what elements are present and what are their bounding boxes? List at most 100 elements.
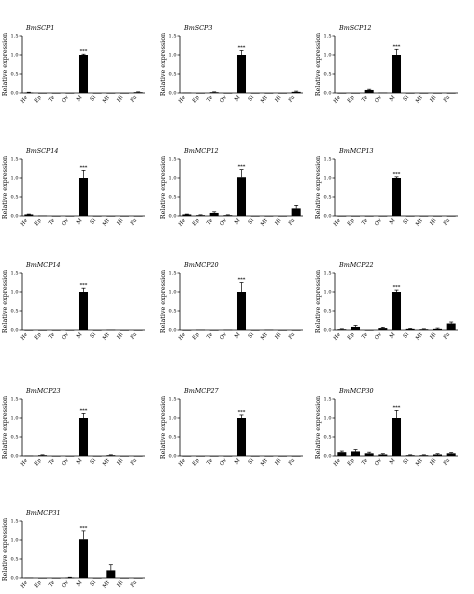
y-tick-label: 0.0 [324, 91, 332, 97]
bar-He [182, 456, 192, 457]
bar-Mt [106, 216, 116, 217]
x-tick-label: M [388, 94, 397, 103]
bar-M [236, 292, 247, 330]
bar-Fa [133, 92, 143, 93]
chart-panel: BmMCP14 Relative expression 0.0 0.5 1.0 1.5 He… [1, 261, 145, 342]
bar-Fa [291, 330, 301, 331]
significance-label: *** [80, 49, 88, 55]
x-tick-label: Si [402, 331, 410, 339]
bar-M [391, 55, 402, 93]
significance-label: *** [80, 525, 88, 531]
y-tick-label: 1.0 [11, 538, 19, 544]
chart-title: BmMCP20 [183, 261, 219, 269]
bar-Ov [65, 577, 75, 579]
bar-Si [405, 93, 415, 94]
y-tick-label: 1.5 [169, 34, 177, 40]
x-tick-label: Te [48, 580, 56, 588]
significance-label: *** [393, 44, 401, 50]
x-tick-label: Si [402, 94, 410, 102]
y-axis-label: Relative expression [314, 270, 322, 333]
x-tick-label: Ep [346, 217, 356, 228]
significance-label: *** [238, 277, 246, 283]
bar-Mt [264, 216, 274, 217]
bar-Mt [419, 455, 429, 456]
bar-Fa [291, 91, 301, 93]
y-axis-label: Relative expression [1, 33, 9, 96]
bar-Ov [378, 92, 388, 94]
bar-Ep [37, 93, 48, 94]
bar-Hi [277, 93, 288, 94]
x-tick-label: Te [48, 218, 56, 226]
significance-label: *** [393, 285, 401, 291]
x-tick-label: Ov [374, 332, 383, 341]
x-tick-label: He [332, 458, 342, 468]
x-tick-label: Hi [116, 331, 125, 341]
x-tick-label: Mt [259, 217, 269, 228]
x-tick-label: Te [206, 218, 214, 226]
bar-He [182, 92, 192, 94]
y-axis-label: Relative expression [314, 156, 322, 219]
bar-Mt [419, 93, 429, 94]
x-tick-label: Mt [414, 217, 424, 228]
x-tick-label: Fa [287, 332, 296, 341]
y-tick-label: 1.0 [169, 53, 177, 59]
y-tick-label: 0.5 [324, 72, 332, 78]
y-axis-label: Relative expression [159, 156, 167, 219]
bar-Hi [277, 330, 288, 331]
x-tick-label: Hi [116, 457, 125, 467]
bar-Mt [106, 329, 116, 331]
x-tick-label: Hi [429, 331, 438, 341]
x-tick-label: Hi [429, 457, 438, 467]
y-tick-label: 1.5 [169, 397, 177, 403]
y-tick-label: 0.0 [324, 454, 332, 460]
y-tick-label: 0.5 [324, 435, 332, 441]
bar-M [391, 292, 402, 330]
x-tick-label: Ep [33, 579, 43, 590]
bar-Fa [291, 456, 301, 457]
bar-Hi [277, 216, 288, 217]
chart-title: BmSCP12 [338, 24, 371, 32]
bar-Fa [446, 453, 456, 456]
y-tick-label: 0.5 [169, 72, 177, 78]
y-tick-label: 0.0 [11, 91, 19, 97]
x-tick-label: Ep [191, 331, 201, 342]
x-tick-label: Si [89, 217, 97, 225]
x-tick-label: Te [206, 95, 214, 103]
bar-Fa [446, 323, 456, 330]
y-tick-label: 0.5 [324, 195, 332, 201]
x-tick-label: Ov [61, 458, 70, 467]
bar-M [391, 178, 402, 216]
significance-label: *** [238, 45, 246, 51]
bar-Si [405, 455, 415, 456]
bar-Ep [350, 93, 361, 94]
x-tick-label: Si [89, 457, 97, 465]
bar-He [24, 92, 34, 94]
y-tick-label: 1.5 [324, 157, 332, 163]
x-tick-label: He [177, 95, 187, 105]
x-tick-label: Si [247, 331, 255, 339]
bar-M [391, 418, 402, 456]
significance-label: *** [393, 405, 401, 411]
bar-Ov [378, 216, 388, 217]
x-tick-label: Si [402, 457, 410, 465]
x-tick-label: Te [361, 218, 369, 226]
y-tick-label: 0.0 [11, 328, 19, 334]
x-tick-label: Ov [219, 218, 228, 227]
bar-Hi [119, 216, 130, 217]
y-tick-label: 1.5 [169, 157, 177, 163]
x-tick-label: He [19, 458, 29, 468]
x-tick-label: Ov [374, 95, 383, 104]
bar-Mt [106, 570, 116, 578]
bar-Hi [432, 328, 443, 330]
bar-Fa [446, 216, 456, 217]
x-tick-label: Ov [61, 95, 70, 104]
bar-Ov [223, 456, 233, 457]
x-tick-label: M [75, 579, 84, 588]
x-tick-label: Hi [116, 579, 125, 589]
significance-label: *** [80, 408, 88, 414]
x-tick-label: Mt [414, 457, 424, 468]
y-tick-label: 0.5 [11, 557, 19, 563]
bar-Te [364, 216, 374, 217]
x-tick-label: He [19, 580, 29, 590]
y-tick-label: 0.5 [169, 309, 177, 315]
